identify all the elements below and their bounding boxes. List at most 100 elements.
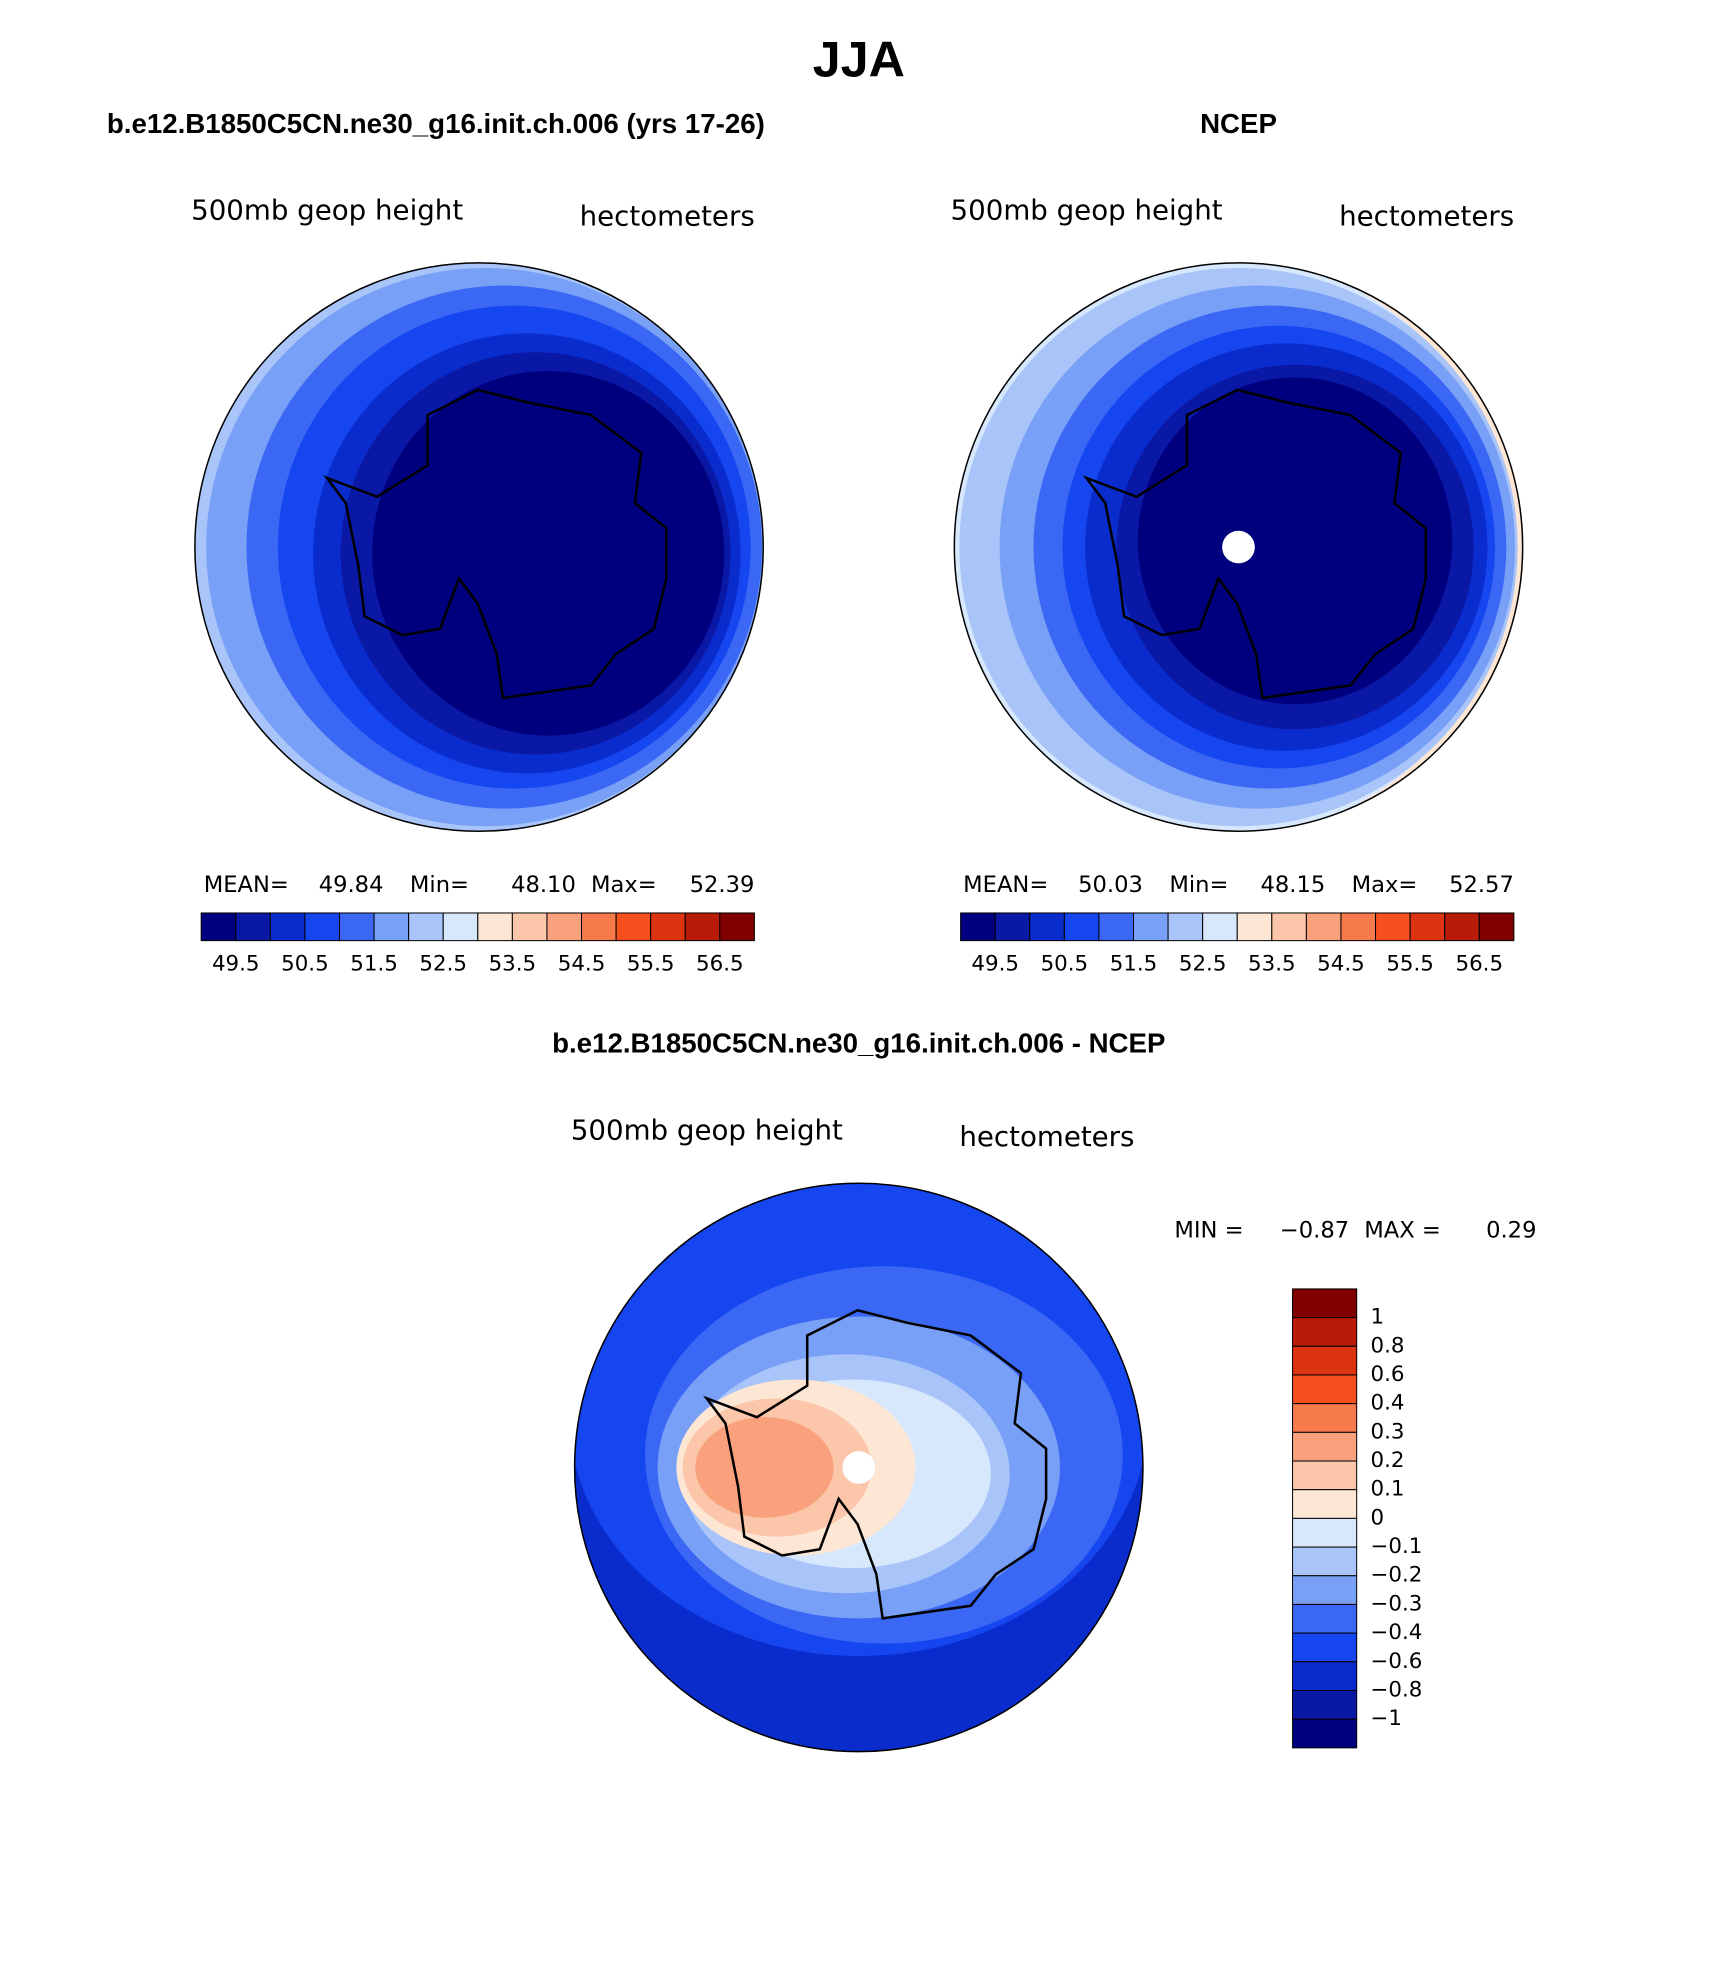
colorbar-label: −0.1 — [1371, 1534, 1423, 1559]
colorbar-box — [1133, 912, 1169, 942]
figure-title: JJA — [813, 30, 905, 87]
colorbar-label: 49.5 — [971, 952, 1019, 977]
colorbar-box — [442, 912, 479, 942]
colorbar-box — [1478, 912, 1515, 942]
colorbar-box — [1292, 1661, 1358, 1691]
units-label: hectometers — [1339, 200, 1514, 233]
colorbar-label: 0.2 — [1371, 1448, 1405, 1473]
colorbar-box — [960, 912, 996, 942]
colorbar-box — [235, 912, 271, 942]
stat-value: 0.29 — [1486, 1218, 1536, 1244]
colorbar-label: 0.3 — [1371, 1419, 1405, 1444]
colorbar-label: 49.5 — [212, 952, 260, 977]
colorbar-box — [546, 912, 583, 942]
panel-title: b.e12.B1850C5CN.ne30_g16.init.ch.006 (yr… — [107, 108, 765, 139]
colorbar-box — [1292, 1689, 1358, 1720]
map-border — [573, 1182, 1144, 1753]
colorbar-box — [1292, 1546, 1358, 1577]
field-label: 500mb geop height — [951, 193, 1223, 226]
colorbar-box — [615, 912, 652, 942]
colorbar-label: 52.5 — [419, 952, 467, 977]
colorbar-box — [994, 912, 1031, 942]
stat-label: MEAN= — [963, 872, 1048, 898]
colorbar-box — [1292, 1575, 1358, 1605]
colorbar-box — [1292, 1317, 1358, 1347]
colorbar-label: 53.5 — [489, 952, 537, 977]
colorbar-label: −0.4 — [1371, 1620, 1423, 1645]
colorbar-box — [408, 912, 444, 942]
colorbar-box — [200, 912, 237, 942]
colorbar-box — [1375, 912, 1411, 942]
colorbar-box — [477, 912, 513, 942]
colorbar-label: 51.5 — [1110, 952, 1158, 977]
colorbar-label: 56.5 — [1455, 952, 1503, 977]
colorbar-label: −0.3 — [1371, 1591, 1423, 1616]
colorbar-box — [1444, 912, 1480, 942]
contour-fill — [1137, 377, 1453, 705]
colorbar-box — [1063, 912, 1100, 942]
colorbar-label: 0.8 — [1371, 1333, 1405, 1358]
colorbar-box — [1236, 912, 1273, 942]
colorbar-label: 0.4 — [1371, 1391, 1405, 1416]
contour-fill — [372, 371, 725, 736]
colorbar-box — [1292, 1403, 1358, 1433]
stat-label: Max= — [591, 872, 657, 898]
colorbar-box — [1292, 1431, 1358, 1462]
colorbar-box — [373, 912, 410, 942]
stat-label: MEAN= — [204, 872, 289, 898]
colorbar-label: 54.5 — [558, 952, 606, 977]
colorbar-box — [719, 912, 755, 942]
colorbar-label: 54.5 — [1317, 952, 1365, 977]
colorbar-label: 52.5 — [1179, 952, 1227, 977]
panel-title: b.e12.B1850C5CN.ne30_g16.init.ch.006 - N… — [552, 1027, 1165, 1058]
map — [194, 262, 764, 832]
colorbar-label: 50.5 — [1041, 952, 1089, 977]
colorbar-box — [650, 912, 686, 942]
colorbar-box — [1305, 912, 1342, 942]
colorbar-box — [1098, 912, 1135, 942]
colorbar-label: 1 — [1371, 1305, 1385, 1330]
stat-value: 48.15 — [1260, 872, 1325, 898]
colorbar-label: −0.2 — [1371, 1563, 1423, 1588]
stat-value: 52.57 — [1449, 872, 1514, 898]
stat-value: 52.39 — [690, 872, 755, 898]
colorbar-box — [581, 912, 617, 942]
stat-label: Min= — [1169, 872, 1228, 898]
pole-mask — [1222, 530, 1255, 564]
colorbar-box — [1029, 912, 1065, 942]
colorbar-box — [511, 912, 548, 942]
units-label: hectometers — [959, 1120, 1134, 1153]
contour-fill — [695, 1417, 834, 1518]
stat-label: Max= — [1352, 872, 1418, 898]
stat-label: MAX = — [1364, 1218, 1441, 1244]
colorbar-box — [1292, 1374, 1358, 1405]
colorbar-box — [1292, 1632, 1358, 1663]
colorbar-box — [1292, 1517, 1358, 1548]
colorbar-label: 55.5 — [1386, 952, 1434, 977]
colorbar-label: −1 — [1371, 1706, 1403, 1731]
colorbar-box — [1409, 912, 1446, 942]
colorbar-label: −0.8 — [1371, 1677, 1423, 1702]
colorbar-box — [1292, 1345, 1358, 1376]
colorbar-box — [1292, 1718, 1358, 1749]
field-label: 500mb geop height — [571, 1114, 843, 1147]
stat-value: −0.87 — [1280, 1218, 1349, 1244]
colorbar-label: 0 — [1371, 1505, 1385, 1530]
colorbar-box — [1292, 1460, 1358, 1491]
field-label: 500mb geop height — [191, 193, 463, 226]
colorbar-box — [1271, 912, 1307, 942]
units-label: hectometers — [580, 200, 755, 233]
colorbar-box — [1340, 912, 1377, 942]
pole-mask — [842, 1451, 876, 1484]
stat-value: 48.10 — [511, 872, 576, 898]
colorbar-box — [684, 912, 721, 942]
colorbar-label: −0.6 — [1371, 1649, 1423, 1674]
colorbar-label: 0.6 — [1371, 1362, 1405, 1387]
colorbar-box — [304, 912, 340, 942]
colorbar-box — [1292, 1489, 1358, 1519]
stat-label: MIN = — [1174, 1218, 1243, 1244]
colorbar-label: 0.1 — [1371, 1477, 1405, 1502]
map-border — [194, 262, 764, 833]
colorbar-label: 50.5 — [281, 952, 329, 977]
